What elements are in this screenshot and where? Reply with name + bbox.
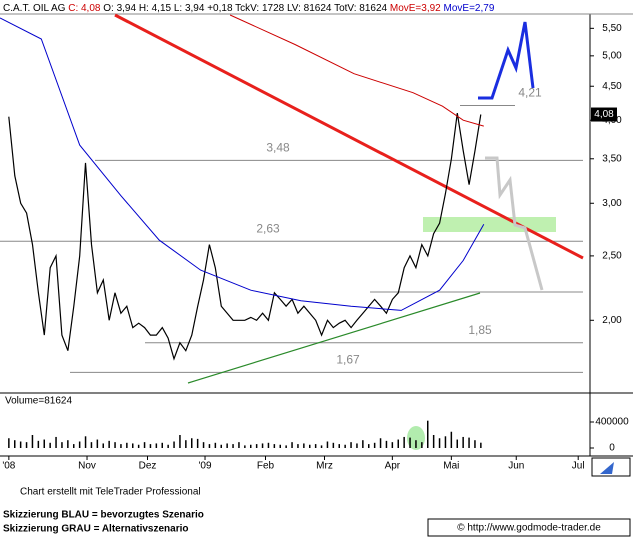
y-tick-label: 2,50 (602, 251, 622, 262)
volume-tick-label: 0 (609, 443, 615, 454)
moving-average (0, 17, 485, 311)
source-box (427, 518, 631, 537)
credit: Chart erstellt mit TeleTrader Profession… (20, 487, 201, 498)
x-tick-label: Mrz (316, 461, 333, 472)
support-zone (423, 217, 556, 232)
quote-close: C: 4,08 (68, 3, 101, 14)
y-tick-label: 5,50 (602, 23, 622, 34)
y-tick-label: 3,00 (602, 198, 622, 209)
level-label: 3,48 (266, 141, 290, 155)
source[interactable]: © http://www.godmode-trader.de (457, 523, 601, 534)
grey-scenario (485, 156, 544, 291)
last-price-box (591, 107, 617, 122)
header: C.A.T. OIL AG C: 4,08 O: 3,94 H: 4,15 L:… (3, 3, 495, 14)
level-label: 4,21 (518, 86, 542, 100)
moving-average (229, 14, 484, 127)
price-line (8, 113, 482, 361)
x-tick-label: Dez (139, 461, 157, 472)
x-tick-label: Nov (78, 461, 96, 472)
x-tick-label: Feb (257, 461, 275, 472)
x-tick-label: '08 (2, 461, 15, 472)
blue-scenario (478, 21, 535, 100)
legend-ma-blue: MovE=2,79 (444, 3, 495, 14)
scroll-icon-arrow (600, 462, 614, 474)
y-tick-label: 3,50 (602, 153, 622, 164)
x-tick-label: Jul (572, 461, 585, 472)
x-tick-label: '09 (199, 461, 212, 472)
y-tick-label: 4,50 (602, 81, 622, 92)
downtrend-line (114, 13, 584, 260)
x-tick-label: Jun (508, 461, 524, 472)
level-label: 2,63 (256, 221, 280, 235)
x-tick-label: Mai (443, 461, 459, 472)
uptrend-line (187, 292, 481, 384)
level-label: 1,67 (336, 353, 360, 367)
volume-label: Volume=81624 (5, 396, 72, 407)
volume-tick-label: 400000 (595, 417, 629, 428)
blue-note: Skizzierung BLAU = bevorzugtes Szenario (3, 510, 204, 521)
quote-info: O: 3,94 H: 4,15 L: 3,94 +0,18 TckV: 1728… (103, 3, 387, 14)
y-tick-label: 5,00 (602, 50, 622, 61)
grey-note: Skizzierung GRAU = Alternativszenario (3, 524, 189, 535)
last-price-label: 4,08 (594, 109, 614, 120)
volume-highlight (407, 426, 425, 450)
y-tick-label: 2,00 (602, 315, 622, 326)
legend-ma-red: MovE=3,92 (390, 3, 441, 14)
x-tick-label: Apr (385, 461, 401, 472)
level-label: 1,85 (468, 323, 492, 337)
title: C.A.T. OIL AG (3, 3, 66, 14)
